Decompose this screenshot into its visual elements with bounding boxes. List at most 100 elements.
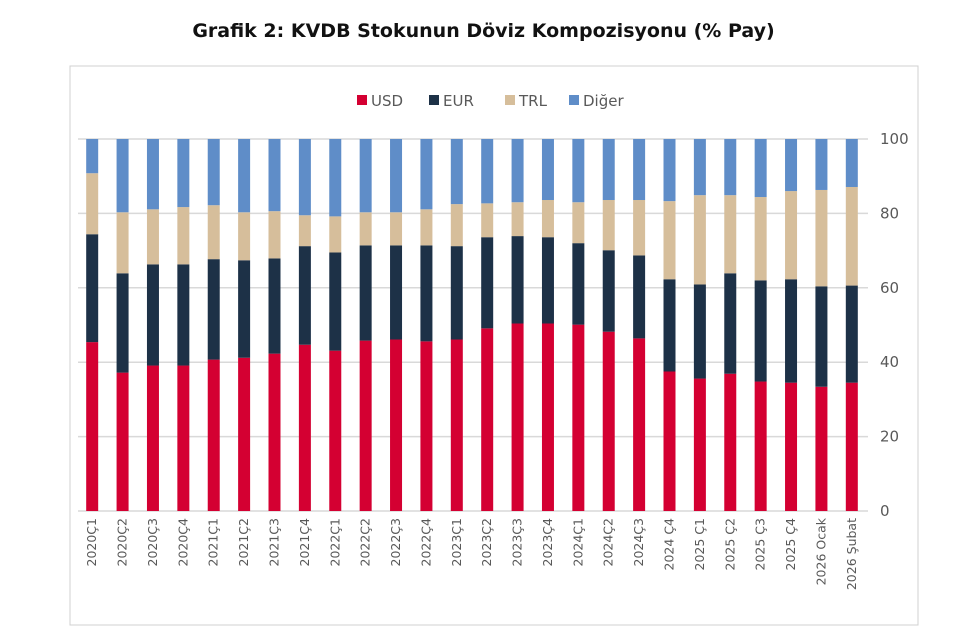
x-tick-label: 2022Ç2 <box>358 518 373 567</box>
bar-trl-14 <box>511 202 524 237</box>
bar-eur-10 <box>390 245 403 340</box>
x-tick-label: 2024Ç2 <box>601 518 616 567</box>
bar-dier-12 <box>450 139 463 205</box>
bar-dier-20 <box>693 139 706 196</box>
legend-item-2: TRL <box>505 92 548 110</box>
bar-dier-18 <box>633 139 646 201</box>
x-tick-label: 2020Ç1 <box>84 518 99 567</box>
bar-dier-15 <box>541 139 554 201</box>
bar-usd-24 <box>815 386 828 511</box>
y-tick-label: 40 <box>880 353 899 371</box>
bar-eur-4 <box>207 259 220 360</box>
legend-item-0: USD <box>357 92 403 110</box>
x-tick-label: 2025 Ç1 <box>692 518 707 570</box>
bar-usd-5 <box>238 357 251 511</box>
y-tick-label: 60 <box>880 279 899 297</box>
legend-label: TRL <box>518 92 548 110</box>
bar-usd-0 <box>86 342 99 511</box>
bar-usd-1 <box>116 372 129 511</box>
x-tick-label: 2021Ç1 <box>206 518 221 567</box>
bar-eur-24 <box>815 286 828 387</box>
x-tick-label: 2022Ç4 <box>418 518 433 567</box>
bar-dier-16 <box>572 139 585 203</box>
bar-dier-11 <box>420 139 433 210</box>
bar-trl-15 <box>541 200 554 238</box>
bar-eur-11 <box>420 245 433 342</box>
bar-usd-8 <box>329 350 342 511</box>
bar-dier-2 <box>146 139 159 210</box>
y-tick-label: 80 <box>880 204 899 222</box>
legend-swatch <box>357 95 367 105</box>
bar-trl-21 <box>724 195 737 274</box>
bar-trl-25 <box>845 186 858 286</box>
x-tick-label: 2026 Şubat <box>844 518 859 590</box>
bar-trl-1 <box>116 212 129 274</box>
bar-trl-7 <box>298 215 311 247</box>
bar-trl-2 <box>146 209 159 265</box>
bar-trl-4 <box>207 205 220 260</box>
x-tick-label: 2024 Ç4 <box>662 518 677 571</box>
x-tick-label: 2023Ç1 <box>449 518 464 567</box>
bar-trl-24 <box>815 189 828 287</box>
bar-usd-21 <box>724 373 737 511</box>
x-tick-label: 2024Ç3 <box>631 518 646 567</box>
legend-swatch <box>505 95 515 105</box>
bar-trl-17 <box>602 200 615 251</box>
bar-eur-21 <box>724 273 737 374</box>
x-tick-label: 2024Ç1 <box>570 518 585 567</box>
bar-usd-23 <box>785 382 798 511</box>
bar-usd-12 <box>450 339 463 511</box>
bar-trl-9 <box>359 212 372 246</box>
bar-usd-14 <box>511 323 524 511</box>
bar-eur-1 <box>116 273 129 373</box>
x-tick-label: 2023Ç3 <box>510 518 525 567</box>
x-tick-label: 2020Ç2 <box>115 518 130 567</box>
bar-eur-5 <box>238 260 251 358</box>
legend-swatch <box>429 95 439 105</box>
legend-label: USD <box>371 92 403 110</box>
bar-dier-17 <box>602 139 615 201</box>
bar-trl-19 <box>663 201 676 280</box>
bar-usd-4 <box>207 359 220 511</box>
x-tick-label: 2025 Ç3 <box>753 518 768 570</box>
x-tick-label: 2026 Ocak <box>813 517 828 585</box>
bar-dier-23 <box>785 139 798 192</box>
x-tick-label: 2021Ç4 <box>297 518 312 567</box>
bar-eur-8 <box>329 252 342 351</box>
x-tick-label: 2022Ç3 <box>388 518 403 567</box>
legend-item-3: Diğer <box>569 92 624 110</box>
x-tick-label: 2022Ç1 <box>327 518 342 567</box>
bar-trl-8 <box>329 216 342 253</box>
bar-eur-15 <box>541 237 554 324</box>
bar-eur-9 <box>359 245 372 341</box>
x-tick-label: 2021Ç2 <box>236 518 251 567</box>
bar-dier-4 <box>207 139 220 206</box>
bar-usd-25 <box>845 382 858 511</box>
bar-eur-20 <box>693 284 706 379</box>
x-tick-label: 2025 Ç4 <box>783 518 798 571</box>
bar-eur-19 <box>663 279 676 372</box>
legend-label: Diğer <box>583 92 624 110</box>
bar-dier-25 <box>845 139 858 187</box>
bar-usd-18 <box>633 338 646 511</box>
bar-eur-14 <box>511 236 524 324</box>
bar-dier-6 <box>268 139 281 212</box>
bar-usd-9 <box>359 340 372 511</box>
bar-eur-3 <box>177 264 190 366</box>
bar-usd-7 <box>298 344 311 511</box>
bar-trl-18 <box>633 200 646 256</box>
x-tick-label: 2023Ç4 <box>540 518 555 567</box>
bar-usd-15 <box>541 323 554 511</box>
bar-dier-21 <box>724 139 737 196</box>
bar-eur-18 <box>633 255 646 339</box>
bar-usd-6 <box>268 353 281 511</box>
bar-trl-22 <box>754 197 767 281</box>
bar-dier-0 <box>86 139 99 174</box>
bar-eur-12 <box>450 246 463 340</box>
bar-usd-20 <box>693 378 706 511</box>
y-tick-label: 100 <box>880 130 909 148</box>
bar-usd-10 <box>390 339 403 511</box>
legend-item-1: EUR <box>429 92 474 110</box>
bar-usd-3 <box>177 365 190 511</box>
